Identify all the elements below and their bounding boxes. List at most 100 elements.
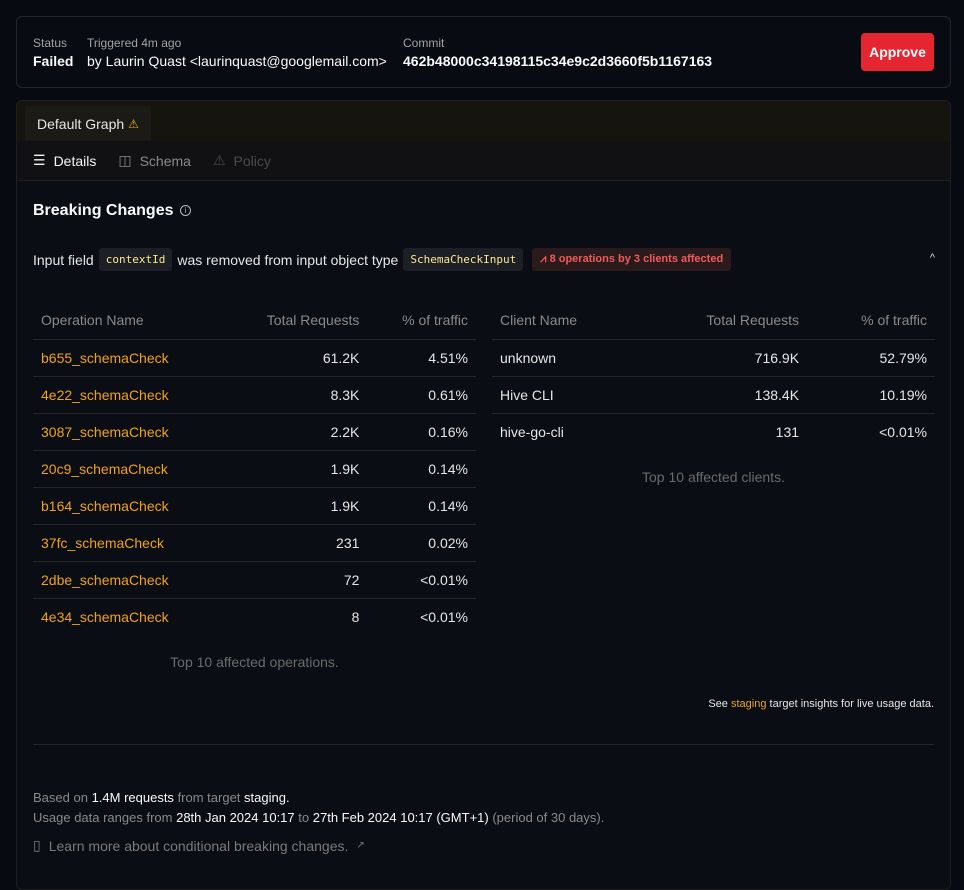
subtab-details[interactable]: ☰ Details	[33, 152, 96, 169]
table-row: hive-go-cli 131 <0.01%	[492, 413, 935, 450]
clients-table: Client Name Total Requests % of traffic …	[492, 301, 935, 450]
table-row: b164_schemaCheck 1.9K 0.14%	[33, 487, 476, 525]
traffic-cell: 4.51%	[367, 339, 476, 377]
subtab-label: Schema	[139, 152, 191, 169]
section-title: Breaking Changes	[33, 202, 174, 219]
name-cell[interactable]: 3087_schemaCheck	[33, 413, 224, 451]
column-header: % of traffic	[807, 301, 935, 340]
commit-label: Commit	[403, 36, 445, 50]
text: Based on	[33, 790, 88, 805]
breaking-change-row: Input field contextId was removed from i…	[33, 248, 935, 271]
subtab-label: Details	[53, 152, 97, 169]
table-row: unknown 716.9K 52.79%	[492, 339, 935, 377]
name-cell[interactable]: 20c9_schemaCheck	[33, 450, 224, 488]
badge-text: 8 operations by 3 clients affected	[549, 253, 724, 265]
clients-caption: Top 10 affected clients.	[642, 469, 785, 485]
column-header: Client Name	[492, 301, 638, 340]
insights-note: See staging target insights for live usa…	[708, 698, 934, 710]
traffic-cell: 0.16%	[367, 413, 476, 451]
requests-cell: 8	[351, 608, 360, 625]
range-end: 27th Feb 2024 10:17 (GMT+1)	[312, 810, 489, 825]
table-row: 37fc_schemaCheck 231 0.02%	[33, 524, 476, 562]
learn-more-link[interactable]: ▯ Learn more about conditional breaking …	[33, 837, 365, 854]
check-details-card: Default Graph ⚠ ☰ Details ◫ Schema ⚠ Policy…	[16, 100, 951, 890]
triggered-by: by Laurin Quast <laurinquast@googlemail.…	[87, 53, 387, 69]
columns-icon: ◫	[118, 152, 132, 168]
column-header: Total Requests	[223, 301, 368, 340]
requests-cell: 138.4K	[637, 376, 808, 414]
chevron-up-icon[interactable]: ^	[929, 252, 935, 264]
table-row: 3087_schemaCheck 2.2K 0.16%	[33, 413, 476, 451]
text: from target	[177, 790, 241, 805]
list-icon: ☰	[33, 152, 46, 168]
subtab-label: Policy	[233, 152, 271, 169]
traffic-cell: 0.14%	[367, 487, 476, 525]
target-name: staging.	[244, 790, 290, 805]
name-cell[interactable]: 4e22_schemaCheck	[33, 376, 224, 414]
request-count: 1.4M requests	[91, 790, 174, 805]
subtab-policy[interactable]: ⚠ Policy	[213, 152, 271, 169]
requests-cell: 8.3K	[223, 376, 368, 414]
table-row: 20c9_schemaCheck 1.9K 0.14%	[33, 450, 476, 488]
graph-tabs: Default Graph ⚠	[17, 101, 950, 141]
name-cell[interactable]: b655_schemaCheck	[33, 339, 224, 377]
traffic-cell: 0.61%	[367, 376, 476, 414]
type-code: SchemaCheckInput	[403, 248, 524, 271]
tab-default-graph[interactable]: Default Graph ⚠	[25, 106, 151, 141]
staging-link[interactable]: staging	[730, 698, 767, 710]
tab-label: Default Graph	[37, 115, 125, 132]
triggered-label: Triggered 4m ago	[87, 36, 182, 50]
name-cell[interactable]: 37fc_schemaCheck	[33, 524, 224, 562]
name-cell[interactable]: 2dbe_schemaCheck	[33, 561, 224, 599]
external-link-icon: ↗	[356, 840, 365, 851]
requests-cell: 1.9K	[223, 487, 368, 525]
column-header: Operation Name	[33, 301, 224, 340]
table-header: Operation Name Total Requests % of traff…	[33, 301, 476, 340]
requests-cell: 1.9K	[223, 450, 368, 488]
status-value: Failed	[33, 53, 74, 69]
name-cell: hive-go-cli	[500, 423, 564, 440]
table-header: Client Name Total Requests % of traffic	[492, 301, 935, 340]
traffic-cell: <0.01%	[420, 608, 468, 625]
pulse-icon: ⩘	[540, 253, 550, 265]
change-text: Input field	[33, 251, 94, 268]
warning-icon: ⚠	[128, 116, 139, 131]
name-cell[interactable]: 4e34_schemaCheck	[41, 608, 169, 625]
usage-footer: Based on 1.4M requests from target stagi…	[33, 788, 604, 828]
table-row: 2dbe_schemaCheck 72 <0.01%	[33, 561, 476, 599]
name-cell[interactable]: b164_schemaCheck	[33, 487, 224, 525]
requests-cell: 72	[223, 561, 368, 599]
range-start: 28th Jan 2024 10:17	[176, 810, 295, 825]
traffic-cell: 52.79%	[807, 339, 935, 377]
requests-cell: 716.9K	[637, 339, 808, 377]
text: to	[298, 810, 310, 825]
info-icon[interactable]: i	[180, 205, 191, 216]
requests-cell: 131	[775, 423, 800, 440]
status-label: Status	[33, 36, 68, 50]
table-row: 4e22_schemaCheck 8.3K 0.61%	[33, 376, 476, 414]
commit-hash: 462b48000c34198115c34e9c2d3660f5b1167163	[403, 53, 713, 69]
table-row: b655_schemaCheck 61.2K 4.51%	[33, 339, 476, 377]
divider	[33, 744, 934, 745]
learn-more-text: Learn more about conditional breaking ch…	[48, 837, 349, 854]
operations-table: Operation Name Total Requests % of traff…	[33, 301, 476, 635]
text: Usage data ranges from	[33, 810, 173, 825]
traffic-cell: 0.02%	[367, 524, 476, 562]
affected-badge: ⩘ 8 operations by 3 clients affected	[532, 248, 732, 271]
check-summary-card: Status Failed Triggered 4m ago by Laurin…	[16, 16, 951, 88]
subtab-schema[interactable]: ◫ Schema	[118, 152, 191, 169]
traffic-cell: 0.14%	[367, 450, 476, 488]
table-row: 4e34_schemaCheck 8 <0.01%	[33, 598, 476, 635]
table-row: Hive CLI 138.4K 10.19%	[492, 376, 935, 414]
name-cell: unknown	[492, 339, 638, 377]
operations-caption: Top 10 affected operations.	[170, 654, 339, 670]
name-cell: Hive CLI	[492, 376, 638, 414]
approve-button[interactable]: Approve	[861, 33, 934, 71]
requests-cell: 2.2K	[223, 413, 368, 451]
warning-icon: ⚠	[212, 152, 226, 168]
column-header: % of traffic	[367, 301, 476, 340]
field-code: contextId	[98, 248, 173, 271]
period: (period of 30 days).	[492, 810, 605, 825]
note-text: See	[708, 698, 728, 710]
note-text: target insights for live usage data.	[769, 698, 934, 710]
